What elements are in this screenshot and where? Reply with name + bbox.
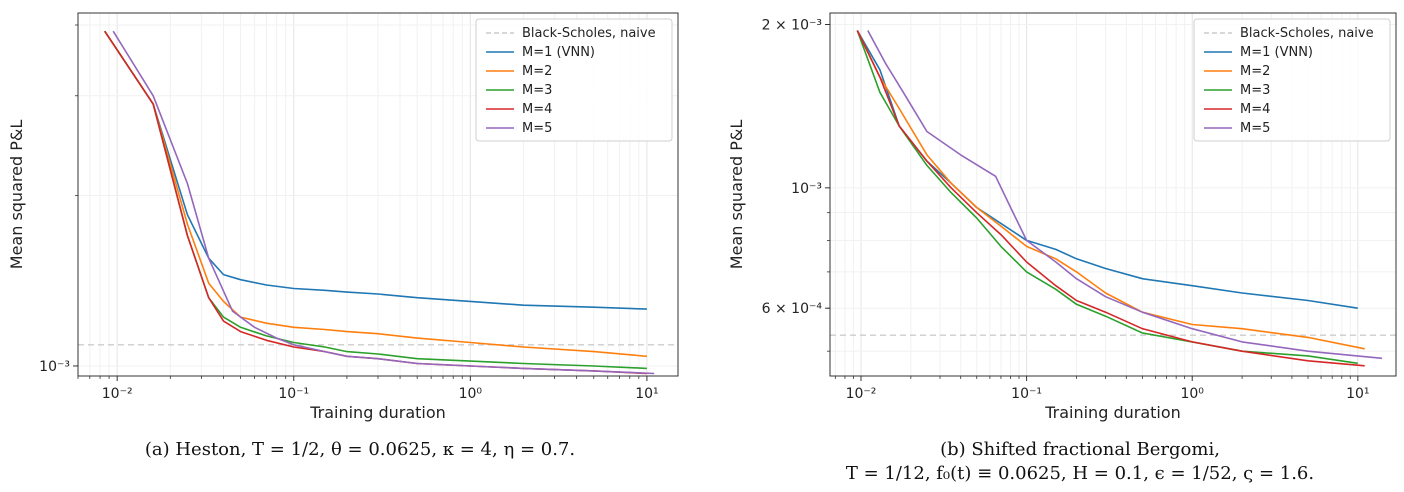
series-line-m-2: [856, 30, 1365, 350]
y-tick-label: 10⁻³: [39, 359, 70, 375]
caption-panel-a: (a) Heston, T = 1/2, θ = 0.0625, κ = 4, …: [144, 439, 576, 460]
y-tick-label: 10⁻³: [791, 181, 822, 197]
y-tick-label: 2 × 10⁻³: [762, 17, 822, 33]
legend-box: [475, 18, 673, 142]
axes-frame: [829, 12, 1397, 377]
caption-panel-b-line1: (b) Shifted fractional Bergomi,: [940, 439, 1220, 460]
series-line-m-2: [104, 30, 647, 358]
legend: Black-Scholes, naive M=1 (VNN) M=2 M=3 M=4 M=…: [475, 18, 673, 142]
legend-box: [1193, 18, 1391, 142]
legend: Black-Scholes, naive M=1 (VNN) M=2 M=3 M=4 M=…: [1193, 18, 1391, 142]
chart-panel-b: 10⁻² 10⁻¹ 10⁰ 10¹ 6 × 10⁻⁴ 10⁻³ 2 × 10⁻³ Traini…: [727, 12, 1397, 422]
legend-label-m-5: M=5: [522, 121, 552, 136]
x-tick-label: 10⁻²: [846, 386, 877, 402]
x-tick-label: 10¹: [1346, 386, 1369, 402]
grid: [77, 13, 678, 376]
y-tick-label: 6 × 10⁻⁴: [762, 301, 823, 317]
legend-label-m-2: M=2: [1240, 64, 1270, 79]
caption-panel-b-line2: T = 1/12, f₀(t) ≡ 0.0625, H = 0.1, ϵ = 1…: [845, 463, 1315, 484]
legend-label-m-3: M=3: [522, 83, 552, 98]
legend-label-m-4: M=4: [522, 102, 552, 117]
y-axis-label: Mean squared P&L: [727, 120, 746, 270]
axes-frame: [77, 12, 679, 377]
x-axis-label: Training duration: [1044, 403, 1181, 422]
x-tick-label: 10⁻²: [102, 386, 133, 402]
series-line-m-5: [867, 30, 1383, 360]
series-line-m-1-vnn: [104, 30, 647, 310]
legend-label-m-3: M=3: [1240, 83, 1270, 98]
y-axis-label: Mean squared P&L: [7, 120, 26, 270]
grid: [830, 13, 1396, 376]
legend-label-m-5: M=5: [1240, 121, 1270, 136]
x-tick-label: 10⁰: [459, 386, 483, 402]
legend-label-m-1-vnn: M=1 (VNN): [1240, 45, 1313, 60]
x-tick-label: 10¹: [635, 386, 658, 402]
legend-label-black-scholes-naive: Black-Scholes, naive: [522, 26, 656, 41]
legend-label-m-4: M=4: [1240, 102, 1270, 117]
legend-label-black-scholes-naive: Black-Scholes, naive: [1240, 26, 1374, 41]
series-line-m-4: [856, 30, 1365, 367]
legend-label-m-1-vnn: M=1 (VNN): [522, 45, 595, 60]
chart-panel-a: 10⁻² 10⁻¹ 10⁰ 10¹ 10⁻³ Training duration Mean …: [7, 12, 679, 422]
x-axis-label: Training duration: [309, 403, 446, 422]
x-tick-label: 10⁰: [1180, 386, 1204, 402]
legend-label-m-2: M=2: [522, 64, 552, 79]
x-tick-label: 10⁻¹: [1011, 386, 1042, 402]
series-line-m-5: [112, 30, 655, 375]
x-tick-label: 10⁻¹: [278, 386, 309, 402]
